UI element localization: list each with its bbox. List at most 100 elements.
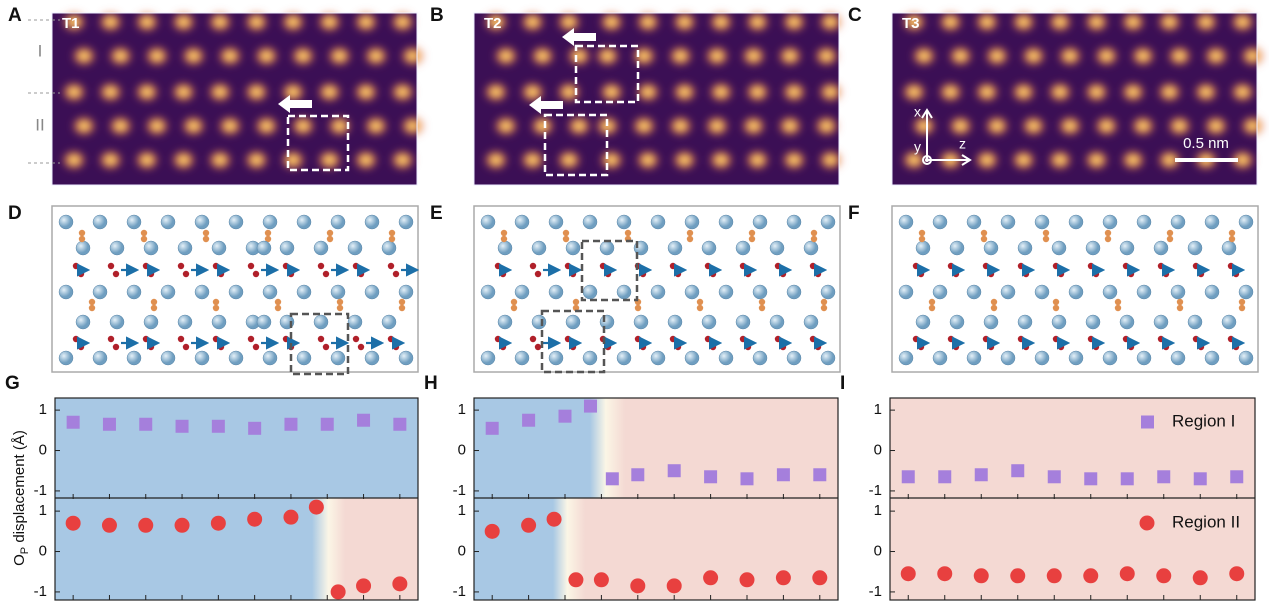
polar-oxygen [212,335,220,343]
atom-column [671,11,698,33]
cation [313,240,329,256]
cation [1034,214,1050,230]
atom-column [316,81,343,103]
atom-column [280,11,306,33]
data-point [175,419,189,433]
atom-column [598,149,625,171]
atom-column [901,149,927,171]
atom-column [566,45,592,67]
polar-oxygen [287,270,295,278]
atom-column [1120,11,1146,33]
polar-oxygen [952,270,960,278]
data-point [138,517,154,533]
cation [1000,214,1016,230]
oxygen [810,235,818,243]
cation [667,240,683,256]
polar-oxygen [604,343,612,351]
polar-oxygen [247,262,255,270]
polar-oxygen [1227,262,1235,270]
atom-column [1047,149,1073,171]
cation [228,214,244,230]
cation [1238,350,1254,366]
atom-column [740,115,767,137]
image-frame [473,12,840,186]
cation [480,214,496,230]
cation [126,214,142,230]
cation [1221,240,1237,256]
atom-column [1166,45,1193,67]
polar-oxygen [212,262,220,270]
polar-oxygen [252,270,260,278]
polar-oxygen [1122,335,1130,343]
data-point [1193,472,1207,486]
data-point [703,570,719,586]
cation [548,350,564,366]
cation [915,314,931,330]
oxygen [1166,229,1174,237]
atom-column [207,81,233,103]
image-blobs [483,11,844,171]
data-point [631,468,645,482]
axis-label: z [959,136,966,152]
polar-oxygen [322,343,330,351]
oxygen [1042,229,1050,237]
oxygen [500,235,508,243]
atom-column [389,81,416,103]
polar-oxygen [1022,270,1030,278]
polar-oxygen [569,270,577,278]
cation [1204,284,1220,300]
cation [1136,284,1152,300]
oxygen [1114,298,1122,306]
cation [58,284,74,300]
oxygen [758,304,766,312]
oxygen [928,298,936,306]
oxygen [78,235,86,243]
polar-oxygen [1092,270,1100,278]
cation [1085,240,1101,256]
legend-label: Region I [1172,411,1235,430]
charts: G -1 0 1 -1 0 1 H -1 0 1 -1 0 1 I -1 0 1 Region I -1 0 1 Regio… [5,373,1245,600]
polar-oxygen [1157,335,1165,343]
polar-oxygen [917,270,925,278]
polar-oxygen [1092,343,1100,351]
cation [769,240,785,256]
cation [1085,314,1101,330]
cation [650,214,666,230]
polar-oxygen [352,262,360,270]
polar-oxygen [182,343,190,351]
atom-column [947,45,974,67]
cation [616,350,632,366]
cation [1068,284,1084,300]
legend-label: Region II [1172,512,1240,531]
polar-oxygen [744,270,752,278]
cation [718,350,734,366]
polar-oxygen [392,270,400,278]
cation [983,240,999,256]
cation [599,240,615,256]
data-point [1047,470,1061,484]
atom-column [1239,115,1266,137]
cation [194,214,210,230]
data-point [558,409,572,423]
image-blobs [901,11,1266,171]
polar-oxygen [1227,335,1235,343]
atom-column [974,81,1000,103]
atom-column [207,11,233,33]
axis-label: y [914,139,921,155]
legend-marker [1139,515,1155,531]
oxygen [1166,235,1174,243]
cation [1034,284,1050,300]
cation [177,240,193,256]
polar-oxygen [177,335,185,343]
data-point [485,421,499,435]
phase-backgrounds [55,398,1255,600]
cation [228,350,244,366]
polar-oxygen [704,262,712,270]
cation [1119,314,1135,330]
polar-oxygen [1122,262,1130,270]
polar-oxygen [147,270,155,278]
oxygen [500,229,508,237]
data-point [937,566,953,582]
data-point [740,472,754,486]
oxygen [990,298,998,306]
